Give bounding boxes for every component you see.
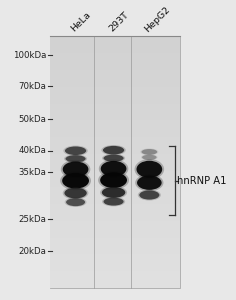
Ellipse shape [140,148,158,155]
Ellipse shape [142,155,157,160]
Text: 40kDa: 40kDa [18,146,46,155]
Ellipse shape [137,176,162,190]
Ellipse shape [104,154,124,162]
Ellipse shape [103,146,124,154]
FancyBboxPatch shape [50,37,180,288]
Ellipse shape [60,171,91,190]
Ellipse shape [101,161,126,177]
Ellipse shape [61,160,90,179]
Ellipse shape [136,161,162,178]
Ellipse shape [135,159,164,180]
Ellipse shape [65,146,86,155]
Ellipse shape [63,187,88,200]
Ellipse shape [63,161,88,177]
Text: 35kDa: 35kDa [18,168,46,177]
Text: HeLa: HeLa [69,10,93,34]
Ellipse shape [98,171,129,190]
Ellipse shape [66,198,85,206]
Ellipse shape [102,154,125,163]
Ellipse shape [142,149,157,155]
Text: 20kDa: 20kDa [18,247,46,256]
Ellipse shape [141,154,158,161]
Text: 100kDa: 100kDa [13,50,46,59]
Text: 293T: 293T [107,11,131,34]
Text: hnRNP A1: hnRNP A1 [177,176,227,186]
Ellipse shape [101,145,126,155]
Ellipse shape [99,159,128,178]
Ellipse shape [102,197,125,206]
Ellipse shape [100,186,127,199]
Ellipse shape [100,172,127,188]
Ellipse shape [64,154,87,163]
Text: 25kDa: 25kDa [18,215,46,224]
Ellipse shape [102,187,125,198]
Ellipse shape [65,197,87,207]
Ellipse shape [138,190,161,200]
Text: 50kDa: 50kDa [18,115,46,124]
Text: HepG2: HepG2 [143,4,172,34]
Ellipse shape [66,155,86,162]
Text: 70kDa: 70kDa [18,82,46,91]
Ellipse shape [104,198,124,206]
Ellipse shape [62,173,89,189]
Ellipse shape [64,188,87,199]
Ellipse shape [63,146,88,156]
Ellipse shape [139,190,159,200]
Ellipse shape [135,174,164,191]
